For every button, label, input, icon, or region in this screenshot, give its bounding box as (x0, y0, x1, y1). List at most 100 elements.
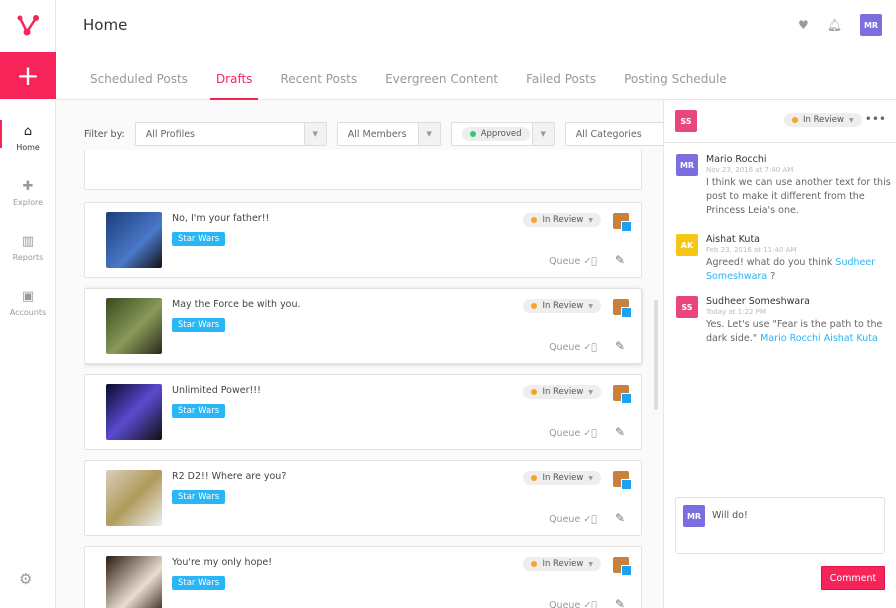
comment-text: Will do! (712, 510, 748, 521)
post-card[interactable]: Unlimited Power!!! Star Wars In Review ▼ … (84, 374, 642, 450)
filter-label: Filter by: (84, 128, 125, 140)
post-image (106, 384, 162, 440)
category-tag[interactable]: Star Wars (172, 404, 226, 418)
check-circle-icon: ✓⃝ (583, 428, 597, 439)
tab-failed-posts[interactable]: Failed Posts (526, 72, 597, 86)
post-image (106, 212, 162, 268)
commenter-avatar: MR (683, 505, 705, 527)
bell-icon[interactable]: 🔔︎ (826, 18, 842, 32)
chevron-down-icon: ▼ (303, 123, 326, 145)
sidebar-item-explore[interactable]: ✚ Explore (0, 179, 56, 207)
post-text: May the Force be with you. (172, 299, 301, 310)
status-label: In Review (542, 301, 584, 311)
comment-avatar: AK (676, 234, 698, 256)
queue-button[interactable]: Queue ✓⃝ (549, 342, 597, 353)
comment-body: I think we can use another text for this… (706, 176, 891, 218)
twitter-account-icon (613, 299, 632, 318)
chevron-down-icon: ▼ (588, 216, 593, 224)
queue-button[interactable]: Queue ✓⃝ (549, 256, 597, 267)
chevron-down-icon: ▼ (588, 302, 593, 310)
sidebar-item-reports[interactable]: ▥ Reports (0, 234, 56, 262)
tab-posting-schedule[interactable]: Posting Schedule (624, 72, 727, 86)
post-card[interactable]: ☰ May the Force be with you. Star Wars I… (84, 288, 642, 364)
tab-drafts[interactable]: Drafts (210, 72, 258, 100)
comment: AK Aishat Kuta Feb 23, 2016 at 11:40 AM … (676, 234, 891, 284)
edit-pencil-icon[interactable]: ✎ (614, 253, 625, 267)
scrollbar[interactable] (654, 300, 658, 410)
post-text: No, I'm your father!! (172, 213, 270, 224)
post-card-partial[interactable] (84, 150, 642, 190)
comment-text: I think we can use another text for this… (706, 177, 891, 216)
comment-input[interactable]: MR Will do! (675, 497, 885, 554)
edit-pencil-icon[interactable]: ✎ (614, 597, 625, 608)
sidebar-item-label: Explore (12, 198, 44, 207)
check-circle-icon: ✓⃝ (583, 342, 597, 353)
members-select[interactable]: All Members ▼ (336, 122, 441, 146)
status-dropdown[interactable]: In Review ▼ (523, 213, 601, 227)
post-image (106, 556, 162, 608)
post-image (106, 298, 162, 354)
mention-link[interactable]: Sudheer Someshwara (706, 257, 876, 282)
queue-label: Queue (549, 256, 581, 267)
status-dropdown[interactable]: In Review ▼ (523, 385, 601, 399)
approval-select[interactable]: Approved ▼ (450, 122, 555, 146)
post-card[interactable]: You're my only hope! Star Wars In Review… (84, 546, 642, 608)
queue-button[interactable]: Queue ✓⃝ (549, 428, 597, 439)
select-value: All Categories (575, 128, 642, 140)
comment-avatar: MR (676, 154, 698, 176)
status-dropdown[interactable]: In Review ▼ (523, 557, 601, 571)
app-logo[interactable] (0, 0, 55, 52)
tab-recent-posts[interactable]: Recent Posts (280, 72, 358, 86)
edit-pencil-icon[interactable]: ✎ (614, 425, 625, 439)
post-card[interactable]: R2 D2!! Where are you? Star Wars In Revi… (84, 460, 642, 536)
more-options-icon[interactable]: ••• (864, 112, 886, 126)
edit-pencil-icon[interactable]: ✎ (614, 511, 625, 525)
post-text: Unlimited Power!!! (172, 385, 261, 396)
twitter-account-icon (613, 213, 632, 232)
status-dropdown[interactable]: In Review ▼ (784, 113, 862, 127)
queue-button[interactable]: Queue ✓⃝ (549, 600, 597, 608)
comment-body: Yes. Let's use "Fear is the path to the … (706, 318, 891, 346)
status-dot (531, 217, 538, 223)
category-tag[interactable]: Star Wars (172, 318, 226, 332)
filter-bar: Filter by: All Profiles ▼ All Members ▼ Ap… (84, 122, 689, 146)
chevron-down-icon: ▼ (417, 123, 440, 145)
select-value: All Members (347, 128, 407, 140)
status-dropdown[interactable]: In Review ▼ (523, 471, 601, 485)
sidebar-item-home[interactable]: ⌂ Home (0, 120, 56, 152)
comment: MR Mario Rocchi Nov 23, 2016 at 7:40 AM … (676, 154, 891, 218)
comment-button[interactable]: Comment (821, 566, 885, 590)
check-circle-icon: ✓⃝ (583, 600, 597, 608)
tab-scheduled-posts[interactable]: Scheduled Posts (90, 72, 188, 86)
status-label: In Review (803, 115, 844, 125)
status-label: In Review (542, 215, 584, 225)
comment-author: Sudheer Someshwara (706, 296, 810, 307)
home-icon: ⌂ (23, 124, 33, 139)
heart-icon[interactable]: ♥ (798, 18, 809, 32)
settings-gear-icon[interactable]: ⚙ (19, 570, 33, 588)
mention-link[interactable]: Mario Rocchi (760, 333, 821, 344)
category-tag[interactable]: Star Wars (172, 490, 226, 504)
check-circle-icon: ✓⃝ (583, 514, 597, 525)
status-dot (531, 475, 538, 481)
select-value: All Profiles (145, 128, 196, 140)
queue-button[interactable]: Queue ✓⃝ (549, 514, 597, 525)
category-tag[interactable]: Star Wars (172, 232, 226, 246)
comment-author: Aishat Kuta (706, 234, 760, 245)
post-list: No, I'm your father!! Star Wars In Revie… (84, 150, 644, 608)
mention-link[interactable]: Aishat Kuta (823, 333, 878, 344)
approved-pill: Approved (461, 127, 530, 141)
post-card[interactable]: No, I'm your father!! Star Wars In Revie… (84, 202, 642, 278)
status-dropdown[interactable]: In Review ▼ (523, 299, 601, 313)
sidebar-item-label: Reports (12, 253, 44, 262)
queue-label: Queue (549, 342, 581, 353)
twitter-account-icon (613, 557, 632, 576)
profiles-select[interactable]: All Profiles ▼ (134, 122, 327, 146)
category-tag[interactable]: Star Wars (172, 576, 226, 590)
user-avatar[interactable]: MR (860, 14, 882, 36)
tab-evergreen-content[interactable]: Evergreen Content (385, 72, 499, 86)
sidebar-item-accounts[interactable]: ▣ Accounts (0, 289, 56, 317)
status-dot (531, 561, 538, 567)
create-post-button[interactable]: + (0, 52, 56, 99)
edit-pencil-icon[interactable]: ✎ (614, 339, 625, 353)
